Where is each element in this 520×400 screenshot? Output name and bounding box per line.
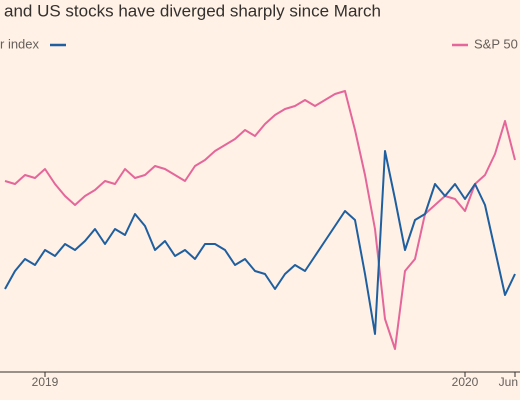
data-line bbox=[4, 90, 516, 350]
chart-title: and US stocks have diverged sharply sinc… bbox=[4, 1, 381, 20]
legend-label: r index bbox=[0, 36, 40, 51]
x-tick-label: 2020 bbox=[452, 375, 479, 389]
data-line bbox=[4, 150, 516, 335]
x-tick-label: Jun bbox=[499, 375, 518, 389]
x-tick-label: 2019 bbox=[32, 375, 59, 389]
legend-label: S&P 50 bbox=[474, 36, 518, 51]
